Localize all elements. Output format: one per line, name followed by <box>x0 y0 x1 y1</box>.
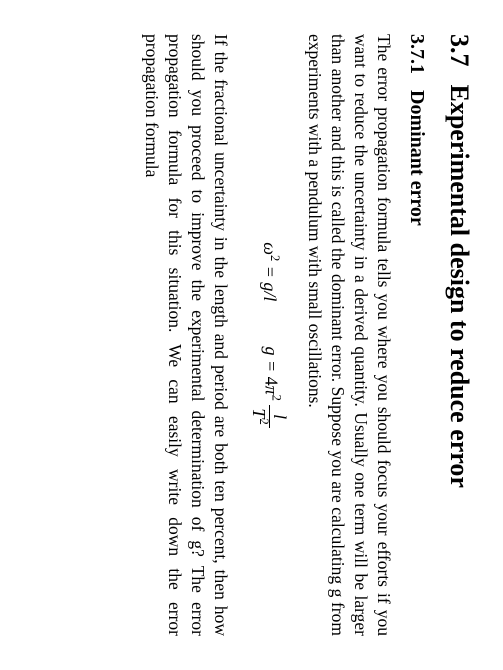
den-T: T <box>249 408 269 418</box>
paragraph-1: The error propagation formula tells you … <box>303 34 395 636</box>
paragraph-2: If the fractional uncertainty in the len… <box>140 34 232 636</box>
equation-right: g = 4π2 l T2 <box>250 346 289 427</box>
subsection-number: 3.7.1 <box>407 34 429 74</box>
eq2-lhs: g = <box>262 346 282 376</box>
omega: ω <box>260 242 280 255</box>
subsection-title: Dominant error <box>407 90 429 226</box>
fraction: l T2 <box>250 405 289 427</box>
equation-left: ω2 = g/l <box>259 242 280 301</box>
coef-pi: π <box>262 386 282 395</box>
section-number: 3.7 <box>445 34 474 67</box>
fraction-num: l <box>270 405 289 427</box>
coef-exp: 2 <box>270 395 284 401</box>
subsection-heading: 3.7.1 Dominant error <box>406 34 429 636</box>
equation: ω2 = g/l g = 4π2 l T2 <box>250 34 289 636</box>
coef-4: 4 <box>262 377 282 386</box>
eq1-rhs: = g/l <box>260 261 280 301</box>
page-content: 3.7 Experimental design to reduce error 3… <box>0 0 503 670</box>
section-title: Experimental design to reduce error <box>445 85 474 488</box>
fraction-den: T2 <box>250 405 270 427</box>
section-heading: 3.7 Experimental design to reduce error <box>443 34 476 636</box>
den-exp: 2 <box>257 418 271 424</box>
